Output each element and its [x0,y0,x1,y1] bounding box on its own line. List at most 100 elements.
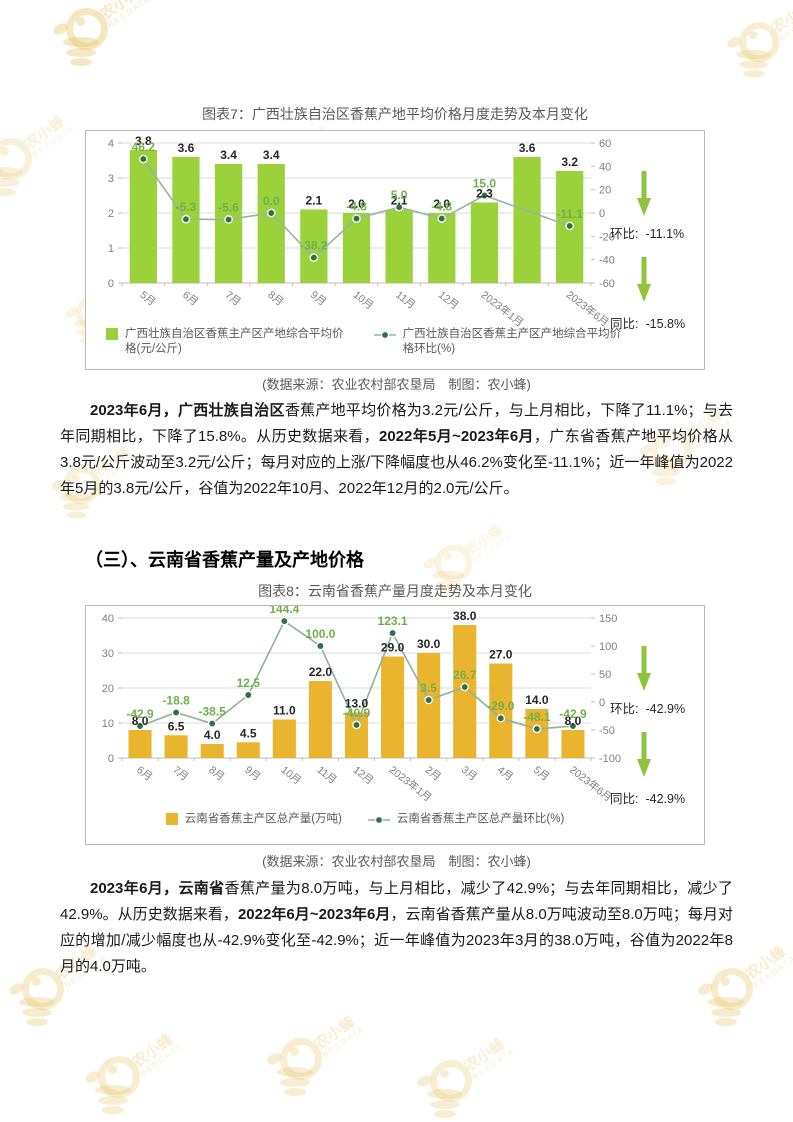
svg-text:38.0: 38.0 [453,609,477,623]
mom-change: 环比: -42.9% [610,698,685,717]
svg-text:40: 40 [599,161,611,173]
svg-text:-5.3: -5.3 [176,200,197,214]
svg-text:5月: 5月 [531,764,551,784]
svg-text:3.6: 3.6 [178,141,195,155]
yoy-change: 同比: -15.8% [610,313,685,332]
svg-text:9月: 9月 [308,289,328,309]
bee-icon [83,1056,140,1116]
svg-text:6月: 6月 [180,289,200,309]
legend-bar-swatch-icon [106,328,118,340]
body-text: 2023年6月，云南省 [90,880,225,897]
svg-text:-11.1: -11.1 [556,207,583,221]
svg-text:5月: 5月 [137,289,157,309]
svg-text:10: 10 [102,718,114,730]
svg-text:2023年1月: 2023年1月 [479,288,527,329]
svg-text:30.0: 30.0 [417,637,441,651]
svg-text:4.0: 4.0 [204,728,221,742]
legend-line-marker-icon [367,816,390,824]
svg-text:10月: 10月 [351,289,376,312]
body-text: 香蕉产量为8.0万吨，与上月相比，减少了42.9%；与去年同期相比，减少了42.… [60,880,733,923]
chart7-change-annotations: 环比: -11.1% 同比: -15.8% [610,171,702,347]
svg-text:3.4: 3.4 [263,148,280,162]
svg-text:2023年6月: 2023年6月 [564,288,612,329]
svg-text:14.0: 14.0 [525,693,549,707]
svg-text:-5.6: -5.6 [218,201,239,215]
svg-text:100.0: 100.0 [305,627,335,641]
svg-text:-100: -100 [599,753,621,765]
svg-text:8月: 8月 [265,289,285,309]
chart8-panel: 0 10 20 30 40 -100 -50 0 50 100 150 8.0 6.5 4.0 4.5 11.… [85,605,705,845]
legend-line-label: 云南省香蕉主产区总产量环比(%) [396,813,565,825]
svg-text:3: 3 [108,173,114,185]
chart8-title: 图表8：云南省香蕉产量月度走势及本月变化 [258,583,532,599]
down-arrow-icon [637,732,651,777]
svg-text:0: 0 [108,278,114,290]
svg-text:0: 0 [599,697,605,709]
svg-text:2月: 2月 [423,764,443,784]
svg-text:10月: 10月 [278,764,303,787]
svg-text:3月: 3月 [459,764,479,784]
svg-text:7月: 7月 [223,289,243,309]
svg-text:2.0: 2.0 [433,197,450,211]
yoy-label: 同比: [610,792,639,806]
mom-value: -42.9% [645,702,686,716]
body-paragraph: 2023年6月，广西壮族自治区香蕉产地平均价格为3.2元/公斤，与上月相比，下降… [60,398,733,502]
svg-text:2.1: 2.1 [306,194,323,208]
legend-bar-swatch-icon [165,813,178,825]
legend-bar-label: 广西壮族自治区香蕉主产区产地综合平均价格(元/公斤) [125,328,344,355]
svg-text:40: 40 [102,613,114,625]
mom-value: -11.1% [645,227,685,241]
svg-text:4.5: 4.5 [240,726,257,740]
svg-text:-4.8: -4.8 [431,200,452,214]
body-text: 香蕉产地平均价格为3.2元/公斤，与上月相比，下降了11.1%；与去年同期相比，… [60,402,733,445]
svg-text:60: 60 [599,138,611,150]
svg-text:2.3: 2.3 [476,187,493,201]
body-text: ，广东省香蕉产地平均价格从3.8元/公斤波动至3.2元/公斤；每月对应的上涨/下… [60,428,733,497]
legend-bar-label: 云南省香蕉主产区总产量(万吨) [184,813,342,825]
svg-text:13.0: 13.0 [345,697,369,711]
svg-text:-20: -20 [599,231,615,243]
data-source-caption: (数据来源：农业农村部农垦局 制图：农小蜂) [262,377,531,392]
legend-line-label: 广西壮族自治区香蕉主产区产地综合平均价格环比(%) [402,328,622,355]
svg-text:20: 20 [599,185,611,197]
svg-text:-48.1: -48.1 [523,710,551,724]
svg-text:2.0: 2.0 [348,197,365,211]
svg-text:7月: 7月 [170,764,190,784]
chart7-title: 图表7：广西壮族自治区香蕉产地平均价格月度走势及本月变化 [202,106,588,122]
svg-text:8月: 8月 [206,764,226,784]
svg-text:12.5: 12.5 [237,676,261,690]
svg-text:29.0: 29.0 [381,641,405,655]
legend-item-line: 云南省香蕉主产区总产量环比(%) [367,812,565,827]
svg-text:0: 0 [599,208,605,220]
svg-text:5.0: 5.0 [391,188,408,202]
yoy-value: -15.8% [645,317,686,331]
svg-text:0: 0 [108,753,114,765]
yoy-change: 同比: -42.9% [610,788,685,807]
svg-text:-38.2: -38.2 [300,239,328,253]
svg-text:3.5: 3.5 [420,681,437,695]
svg-text:100: 100 [599,641,617,653]
svg-text:6月: 6月 [134,764,154,784]
yoy-value: -42.9% [645,792,686,806]
chart8-change-annotations: 环比: -42.9% 同比: -42.9% [610,646,702,822]
svg-text:-29.0: -29.0 [487,699,515,713]
svg-text:-38.5: -38.5 [199,705,227,719]
svg-text:-50: -50 [599,725,615,737]
svg-text:27.0: 27.0 [489,648,513,662]
body-text: 2023年6月，广西壮族自治区 [90,402,285,419]
down-arrow-icon [637,257,651,302]
svg-text:-40.9: -40.9 [343,706,371,720]
legend-item-line: 广西壮族自治区香蕉主产区产地综合平均价格环比(%) [373,327,624,357]
svg-text:1: 1 [108,243,114,255]
bee-icon [725,22,780,79]
svg-text:50: 50 [599,669,611,681]
data-source-caption: (数据来源：农业农村部农垦局 制图：农小蜂) [262,854,531,869]
svg-text:-42.9: -42.9 [126,707,154,721]
svg-text:9月: 9月 [242,764,262,784]
chart7-plot: 0 1 2 3 4 -60 -40 -20 0 20 40 60 3.8 3.6 3.4 3.4 2.1 2.0 2… [108,134,615,329]
